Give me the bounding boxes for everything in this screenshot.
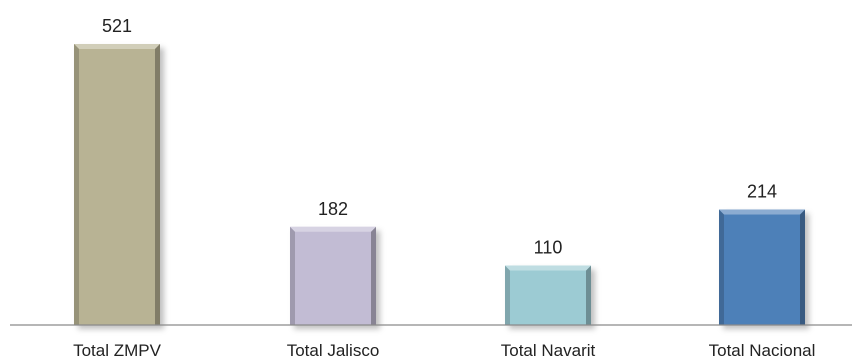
category-label-2: Total Jalisco [287,341,380,360]
labels-group: 521 Total ZMPV 182 Total Jalisco 110 Total Na… [73,16,815,360]
bar-4 [719,209,805,325]
data-label-1: 521 [102,16,132,36]
bar-1 [74,44,160,325]
data-label-2: 182 [318,199,348,219]
data-label-4: 214 [747,182,777,202]
category-label-3: Total Navarit [501,341,596,360]
bars-group [74,44,805,325]
category-label-4: Total Nacional [709,341,816,360]
bar-2 [290,226,376,325]
bar-3 [505,265,591,325]
data-label-3: 110 [534,238,563,258]
category-label-1: Total ZMPV [73,341,162,360]
